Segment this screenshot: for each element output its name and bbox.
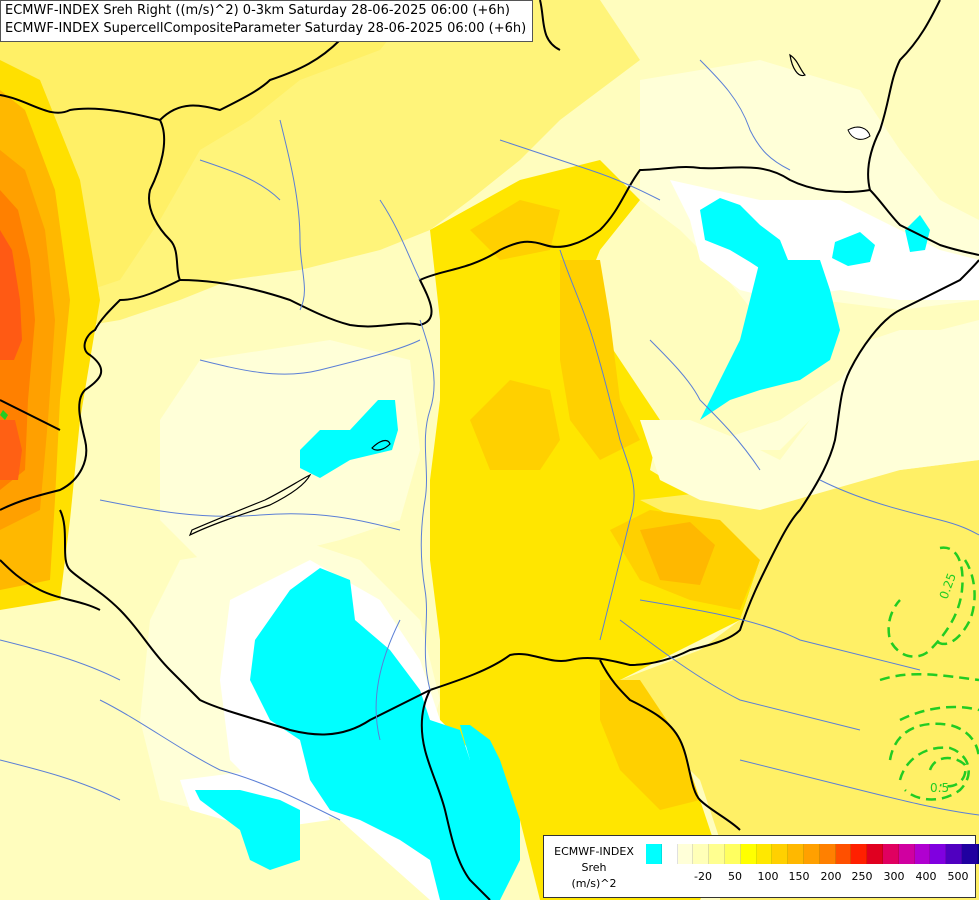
field-pale-center [640, 380, 840, 480]
legend-tick-label: 150 [788, 870, 810, 883]
field-pale-w [160, 340, 420, 560]
title-line-sreh: ECMWF-INDEX Sreh Right ((m/s)^2) 0-3km S… [5, 3, 510, 18]
contour-label-05: 0.5 [930, 781, 949, 795]
scp-contours [879, 546, 979, 801]
lake-balaton [188, 473, 312, 537]
field-orange-blob-5 [470, 200, 560, 260]
rivers [0, 59, 979, 821]
field-yellow-north2 [0, 0, 420, 300]
legend-title-unit: (m/s)^2 [571, 877, 617, 890]
legend-swatch [693, 844, 710, 864]
legend-swatch [835, 844, 852, 864]
field-cyan-sw [250, 568, 520, 900]
lake-small [371, 439, 391, 451]
legend-title: ECMWF-INDEX Sreh (m/s)^2 [548, 844, 640, 892]
legend-swatch [756, 844, 773, 864]
field-orange-blob-2 [560, 260, 640, 460]
title-line-scp: ECMWF-INDEX SupercellCompositeParameter … [5, 21, 527, 36]
field-cyan-s [195, 790, 300, 870]
legend-swatch [882, 844, 899, 864]
lake-ne [847, 126, 871, 140]
field-orange-blob-1 [470, 380, 560, 470]
field-cyan-s2 [460, 725, 500, 760]
legend-swatch [961, 844, 978, 864]
legend-swatches [646, 844, 979, 864]
field-white-ne [670, 180, 979, 300]
legend-swatch [867, 844, 883, 864]
legend-swatch [946, 844, 962, 864]
legend-swatch [709, 844, 725, 864]
legend-tick-label: -20 [694, 870, 712, 883]
legend-tick-label: 500 [947, 870, 969, 883]
legend-swatch [724, 844, 741, 864]
marker-green [0, 410, 8, 420]
legend-swatch [851, 844, 868, 864]
legend-tick-label: 200 [820, 870, 842, 883]
legend-swatch [788, 844, 804, 864]
legend-swatch [803, 844, 820, 864]
field-yellow-central [430, 160, 760, 900]
legend-swatch [930, 844, 947, 864]
field-west-red3 [0, 420, 22, 480]
map-title-box: ECMWF-INDEX Sreh Right ((m/s)^2) 0-3km S… [0, 0, 534, 42]
color-legend: ECMWF-INDEX Sreh (m/s)^2 -20 50 100 150 200 2… [543, 835, 979, 898]
field-orange-blob-3b [640, 522, 715, 585]
field-cyan-ne-3 [832, 232, 875, 266]
legend-tick-label: 250 [851, 870, 873, 883]
field-cyan-ne-1 [700, 198, 790, 275]
field-pale-ne2 [640, 320, 979, 510]
legend-swatch [977, 844, 979, 864]
field-cyan-w [300, 400, 398, 478]
field-west-red2 [0, 230, 22, 360]
legend-title-param: Sreh [581, 861, 607, 874]
field-yellow-east [620, 460, 979, 900]
legend-swatch [740, 844, 757, 864]
legend-tick-label: 400 [915, 870, 937, 883]
legend-title-model: ECMWF-INDEX [554, 845, 634, 858]
legend-tick-label: 50 [728, 870, 742, 883]
legend-swatch [819, 844, 836, 864]
lake-north [789, 53, 807, 77]
legend-swatch [661, 844, 678, 864]
legend-ticks: -2050100150200250300400500700 [644, 870, 974, 886]
legend-swatch [646, 844, 662, 864]
field-orange-blob-4 [600, 680, 700, 810]
field-cyan-ne-2 [700, 260, 840, 420]
legend-swatch [677, 844, 694, 864]
legend-tick-label: 100 [757, 870, 779, 883]
legend-swatch [914, 844, 931, 864]
legend-swatch [898, 844, 915, 864]
legend-tick-label: 300 [883, 870, 905, 883]
legend-swatch [772, 844, 789, 864]
